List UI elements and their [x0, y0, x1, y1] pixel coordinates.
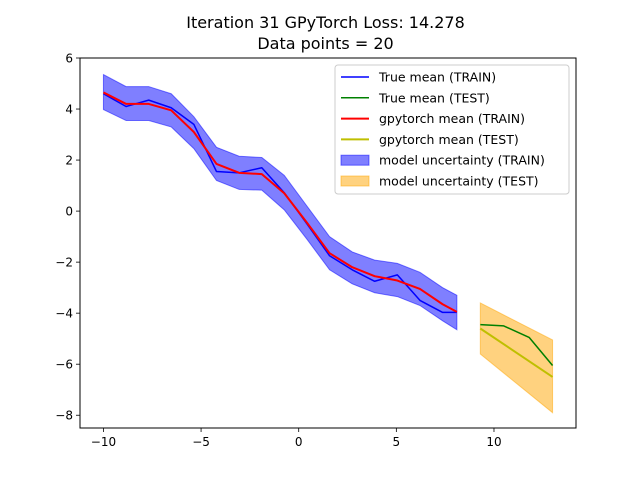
plot-area [102, 73, 554, 414]
x-tick-label: 10 [486, 435, 501, 449]
legend: True mean (TRAIN) True mean (TEST) gpytorc… [334, 64, 570, 195]
x-tick-label: 5 [393, 435, 401, 449]
y-tick-label: −2 [55, 256, 73, 270]
y-tick-label: −6 [55, 358, 73, 372]
legend-label: True mean (TRAIN) [378, 70, 496, 85]
legend-box [334, 64, 570, 195]
y-tick-label: 2 [65, 154, 73, 168]
x-tick-label: −5 [192, 435, 210, 449]
series-line-2 [102, 91, 458, 313]
series-line-1 [480, 323, 554, 366]
axis-ticks: −10 −5 0 5 10 −8 −6 −4 −2 0 2 4 6 [55, 52, 501, 450]
axes-frame [79, 57, 577, 429]
y-tick-label: −4 [55, 307, 73, 321]
legend-swatch-band [340, 175, 370, 187]
y-tick-label: −8 [55, 409, 73, 423]
chart-title-line-1: Iteration 31 GPyTorch Loss: 14.278 [186, 13, 465, 32]
series-line-3 [479, 327, 554, 378]
legend-label: gpytorch mean (TRAIN) [379, 111, 525, 126]
chart-title-line-2: Data points = 20 [257, 34, 393, 53]
x-tick-label: −10 [91, 435, 116, 449]
y-tick-label: 0 [65, 205, 73, 219]
legend-swatch-band [340, 154, 370, 166]
y-tick-label: 4 [65, 103, 73, 117]
legend-label: model uncertainty (TEST) [379, 174, 539, 189]
legend-label: model uncertainty (TRAIN) [379, 153, 545, 168]
legend-label: True mean (TEST) [378, 90, 490, 105]
uncertainty-band-5 [479, 302, 554, 414]
legend-label: gpytorch mean (TEST) [379, 132, 519, 147]
y-tick-label: 6 [65, 52, 73, 66]
uncertainty-band-4 [102, 73, 458, 331]
x-tick-label: 0 [295, 435, 303, 449]
